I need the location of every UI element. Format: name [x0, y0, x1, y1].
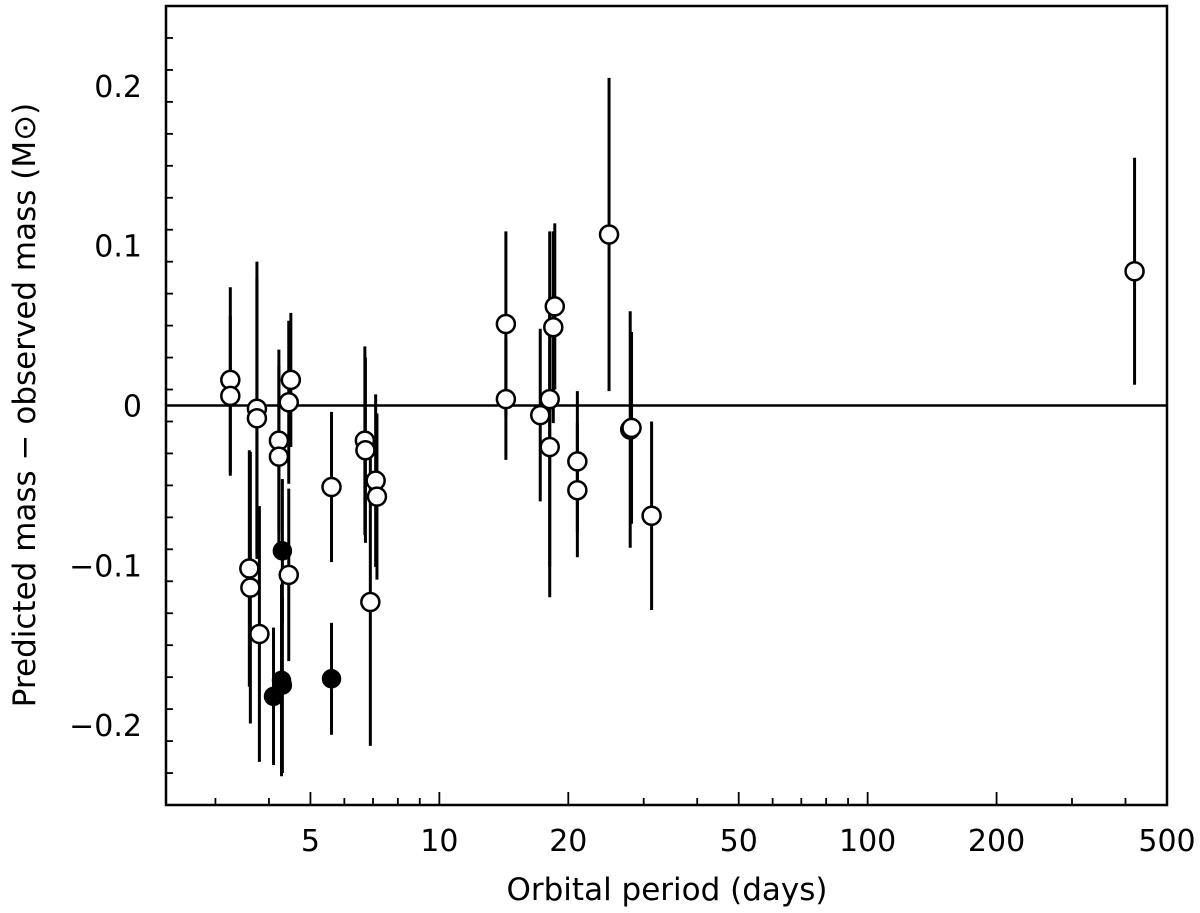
open-data-point [529, 404, 551, 426]
open-data-point [567, 479, 588, 501]
open-data-point [268, 446, 290, 467]
x-tick-label: 500 [1138, 824, 1195, 859]
filled-data-point [272, 541, 293, 561]
open-data-point [220, 385, 241, 407]
x-tick-label: 20 [549, 824, 587, 859]
y-tick-label: 0.1 [94, 230, 142, 265]
open-data-point [366, 486, 388, 507]
data-points-layer [220, 224, 1145, 707]
open-data-point [598, 224, 620, 245]
filled-data-point [321, 669, 342, 689]
open-data-point [641, 505, 662, 527]
open-data-point [280, 369, 302, 391]
open-data-point [240, 577, 261, 598]
open-data-point [544, 296, 566, 317]
error-bars-layer [228, 77, 1137, 777]
x-axis-label: Orbital period (days) [506, 872, 827, 908]
open-data-point [621, 417, 642, 439]
open-data-point [539, 436, 560, 458]
open-data-point [1124, 261, 1145, 282]
plot-frame [164, 4, 1169, 807]
open-data-point [278, 392, 300, 413]
x-tick-label: 5 [301, 824, 320, 859]
open-data-point [246, 408, 268, 429]
open-data-point [355, 439, 376, 461]
x-tick-label: 200 [968, 824, 1025, 859]
x-tick-label: 10 [420, 824, 458, 859]
open-data-point [495, 313, 517, 335]
open-data-point [321, 476, 342, 498]
y-tick-label: −0.1 [69, 549, 142, 584]
y-axis-label: Predicted mass − observed mass (M⊙) [7, 103, 43, 707]
open-data-point [360, 591, 381, 613]
y-tick-label: 0 [123, 390, 142, 425]
open-data-point [539, 388, 560, 410]
x-tick-label: 50 [720, 824, 758, 859]
x-tick-label: 100 [839, 824, 896, 859]
y-tick-label: 0.2 [94, 70, 142, 105]
open-data-point [543, 316, 564, 338]
open-data-point [278, 564, 300, 586]
ticks-layer [166, 5, 1168, 806]
open-data-point [249, 623, 270, 645]
open-data-point [567, 451, 588, 472]
filled-data-point [272, 675, 293, 695]
open-data-point [495, 388, 517, 410]
tick-labels-layer: −0.2 −0.1 0 0.1 0.2 5 10 20 50 100 200 500 [69, 70, 1195, 859]
axes-frame [164, 4, 1169, 807]
y-tick-label: −0.2 [69, 709, 142, 744]
open-data-point [239, 558, 260, 579]
